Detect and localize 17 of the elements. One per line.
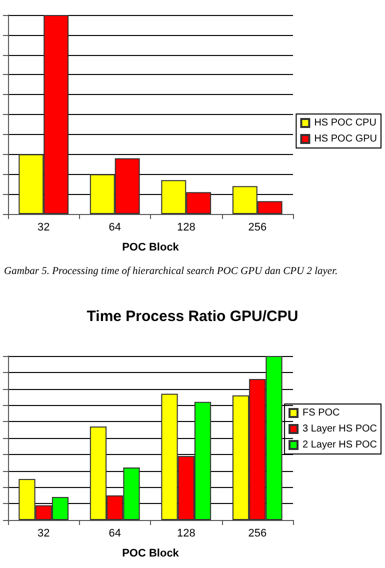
legend-label: 2 Layer HS POC <box>302 440 378 450</box>
legend-label: FS POC <box>302 408 340 418</box>
x-tick-label: 64 <box>108 528 121 540</box>
x-tick-label: 64 <box>108 222 121 234</box>
x-tick-label: 32 <box>38 222 50 234</box>
x-tick-label: 32 <box>38 528 50 540</box>
legend-label: HS POC CPU <box>314 118 376 128</box>
x-tick-label: 128 <box>176 222 196 234</box>
text: Gambar 5. Processing time of hierarchical search POC GPU dan CPU 2 layer. <box>4 266 339 277</box>
chart-title: Time Process Ratio GPU/CPU <box>86 308 298 325</box>
x-tick-label: 128 <box>176 528 196 540</box>
x-axis-title: POC Block <box>122 548 180 560</box>
x-axis-title: POC Block <box>122 242 180 254</box>
legend-label: 3 Layer HS POC <box>302 424 378 434</box>
legend-label: HS POC GPU <box>314 134 378 144</box>
x-tick-label: 256 <box>248 528 267 540</box>
x-tick-label: 256 <box>248 222 267 234</box>
